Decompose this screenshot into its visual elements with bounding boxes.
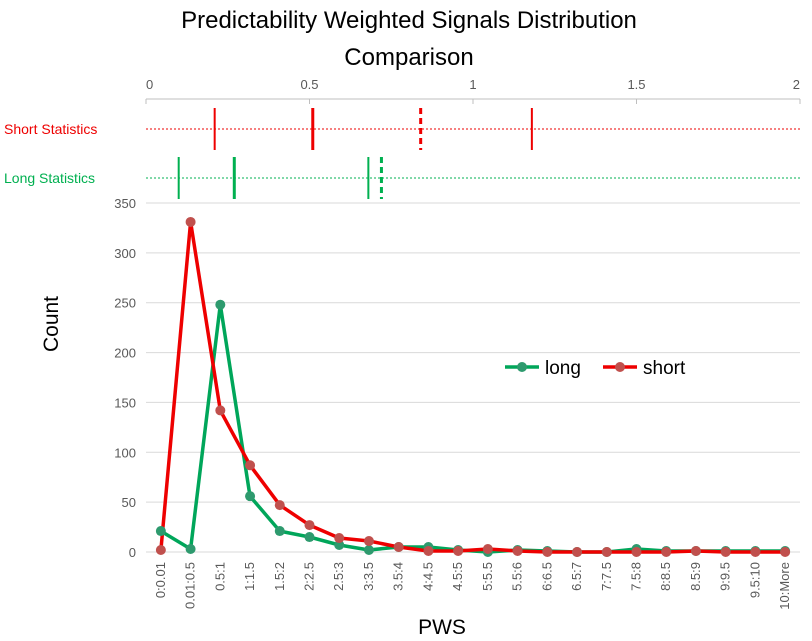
x-tick-label: 4:4.5 [420, 562, 435, 591]
gridlines [146, 202, 800, 553]
y-axis-ticks: 0 50 100 150 200 250 300 350 [114, 196, 136, 560]
legend-label: long [545, 358, 581, 379]
top-axis-tick-label: 1 [469, 77, 476, 92]
data-point-long [274, 526, 285, 537]
data-point-short [661, 547, 672, 557]
y-tick-label: 150 [114, 395, 136, 410]
legend-label: short [643, 358, 686, 379]
x-tick-label: 0.01:0.5 [183, 562, 198, 609]
x-tick-label: 8:8.5 [658, 562, 673, 591]
series-line-long [159, 302, 786, 554]
y-tick-label: 0 [129, 545, 136, 560]
statistics-row-label: Short Statistics [4, 121, 97, 137]
data-point-short [215, 405, 226, 416]
chart-title-line2: Comparison [344, 44, 473, 71]
data-point-short [245, 460, 256, 471]
data-point-short [185, 216, 196, 227]
x-tick-label: 2:2.5 [302, 562, 317, 591]
x-tick-label: 2.5:3 [331, 562, 346, 591]
data-point-short [750, 547, 761, 557]
data-point-short [690, 546, 701, 557]
x-tick-label: 10:More [777, 562, 792, 610]
data-point-short [482, 544, 493, 555]
x-tick-label: 0.5:1 [212, 562, 227, 591]
x-tick-label: 3:3.5 [361, 562, 376, 591]
top-axis-tick-label: 2 [793, 77, 800, 92]
x-tick-label: 3.5:4 [391, 562, 406, 591]
x-tick-label: 5.5:6 [510, 562, 525, 591]
x-tick-label: 9:9.5 [718, 562, 733, 591]
x-axis-title: PWS [418, 616, 466, 639]
data-point-short [334, 533, 345, 544]
top-axis-tick-label: 0 [146, 77, 153, 92]
y-tick-label: 50 [122, 495, 136, 510]
data-point-short [720, 547, 731, 557]
y-tick-label: 250 [114, 296, 136, 311]
statistics-row-label: Long Statistics [4, 170, 95, 186]
x-tick-label: 6.5:7 [569, 562, 584, 591]
y-axis-title: Count [40, 296, 63, 352]
x-tick-label: 5:5.5 [480, 562, 495, 591]
x-axis-ticks: 0:0.01 0.01:0.5 0.5:1 1:1.5 1.5:2 2:2.5 2.5:3 3… [153, 562, 792, 610]
chart-title-line1: Predictability Weighted Signals Distribu… [181, 7, 637, 34]
data-point-short [512, 546, 523, 557]
statistics-panel: Short Statistics Long Statistics [4, 108, 800, 199]
data-point-long [363, 545, 374, 556]
x-tick-label: 1:1.5 [242, 562, 257, 591]
data-point-long [245, 491, 256, 502]
y-tick-label: 100 [114, 445, 136, 460]
data-point-short [780, 547, 791, 557]
x-tick-label: 1.5:2 [272, 562, 287, 591]
data-point-short [572, 547, 583, 557]
x-tick-label: 4.5:5 [450, 562, 465, 591]
data-point-short [304, 520, 315, 531]
data-point-short [631, 547, 642, 557]
top-axis-tick-label: 1.5 [627, 77, 645, 92]
data-point-long [334, 540, 345, 551]
series-layer [155, 216, 791, 557]
x-tick-label: 6:6.5 [539, 562, 554, 591]
data-point-short [155, 545, 166, 556]
legend-swatch-marker [517, 362, 527, 372]
x-tick-label: 9.5:10 [747, 562, 762, 598]
data-point-short [453, 546, 464, 557]
x-tick-label: 8.5:9 [688, 562, 703, 591]
data-point-short [274, 500, 285, 511]
y-tick-label: 350 [114, 196, 136, 211]
data-point-short [601, 547, 612, 557]
data-point-short [363, 536, 374, 547]
legend-swatch-marker [615, 362, 625, 372]
data-point-short [393, 542, 404, 553]
y-tick-label: 300 [114, 246, 136, 261]
data-point-long [155, 526, 166, 537]
data-point-short [542, 547, 553, 557]
data-point-short [423, 546, 434, 557]
x-tick-label: 7:7.5 [599, 562, 614, 591]
series-line-short [159, 220, 786, 554]
x-tick-label: 7.5:8 [629, 562, 644, 591]
data-point-long [304, 532, 315, 543]
data-point-long [185, 544, 196, 555]
top-axis: 0 0.5 1 1.5 2 [145, 77, 801, 104]
x-tick-label: 0:0.01 [153, 562, 168, 598]
data-point-long [215, 299, 226, 310]
legend: long short [505, 358, 686, 379]
y-tick-label: 200 [114, 346, 136, 361]
top-axis-tick-label: 0.5 [300, 77, 318, 92]
